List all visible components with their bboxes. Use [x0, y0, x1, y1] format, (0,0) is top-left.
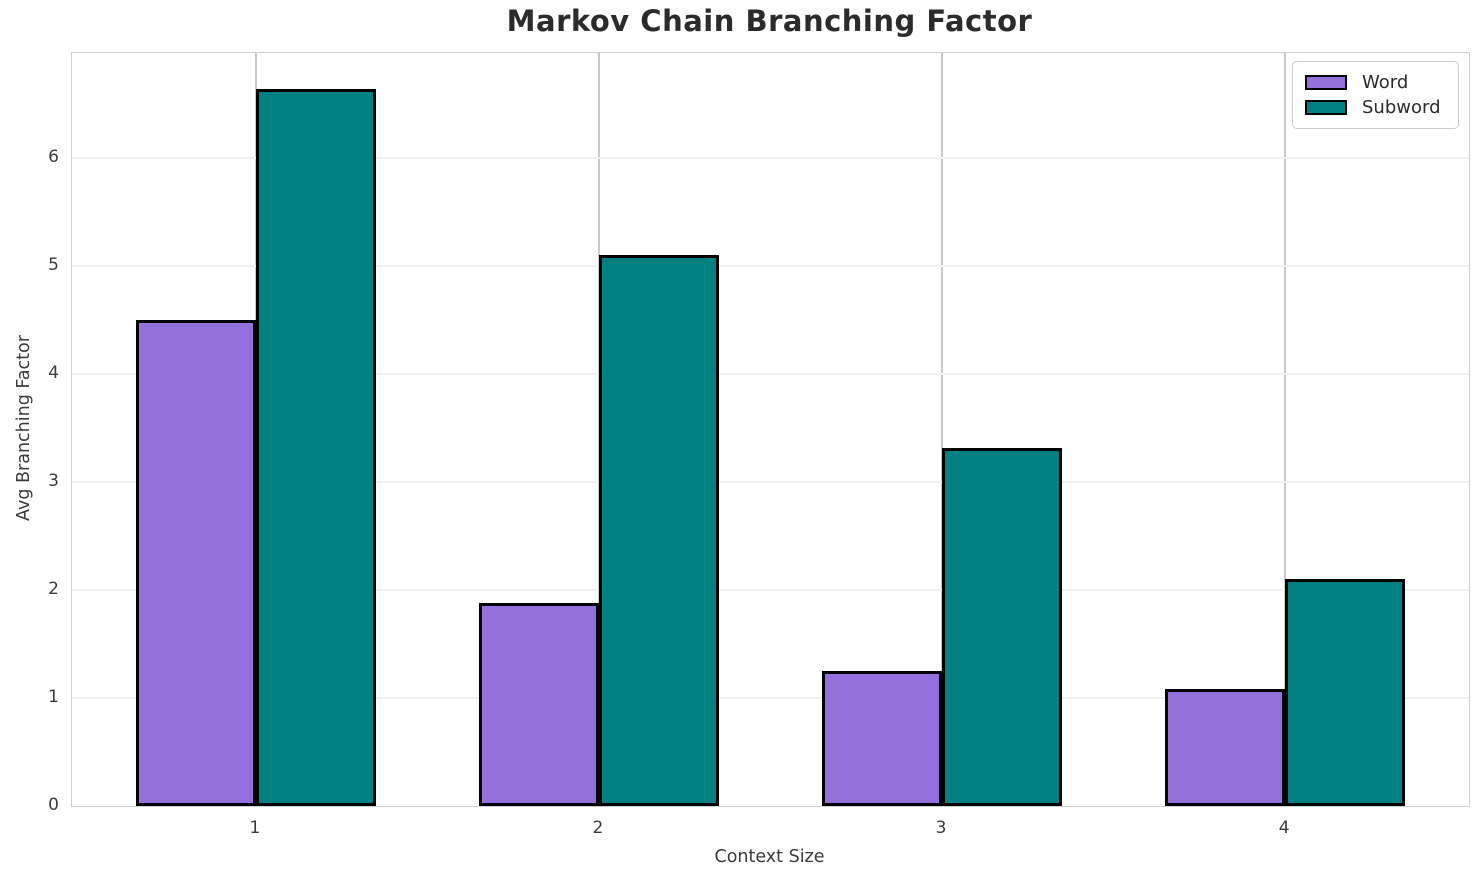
horizontal-gridline	[72, 480, 1469, 483]
x-tick-label: 4	[1278, 818, 1290, 838]
y-tick-label: 5	[48, 254, 59, 275]
legend-swatch-icon	[1305, 100, 1347, 115]
y-tick-label: 2	[48, 578, 59, 599]
x-tick-label: 2	[592, 818, 604, 838]
bar-subword-x1	[255, 88, 376, 806]
legend-item-subword: Subword	[1305, 96, 1446, 119]
y-tick-label: 4	[48, 362, 59, 383]
y-tick-label: 6	[48, 146, 59, 167]
y-tick-label: 3	[48, 470, 59, 491]
bar-subword-x3	[942, 448, 1063, 806]
horizontal-gridline	[72, 264, 1469, 267]
horizontal-gridline	[72, 372, 1469, 375]
bar-subword-x2	[598, 255, 720, 806]
horizontal-gridline	[72, 588, 1469, 591]
bar-word-x2	[478, 602, 599, 806]
horizontal-gridline	[72, 156, 1469, 159]
vertical-gridline	[1284, 53, 1287, 806]
bar-word-x3	[821, 670, 943, 806]
chart-title: Markov Chain Branching Factor	[506, 4, 1033, 38]
legend: Word Subword	[1292, 61, 1459, 129]
bar-word-x1	[135, 319, 256, 806]
vertical-gridline	[941, 53, 944, 806]
legend-label: Subword	[1362, 97, 1441, 118]
plot-area	[71, 52, 1470, 807]
x-tick-label: 3	[935, 818, 947, 838]
bar-word-x4	[1165, 689, 1286, 806]
x-axis-label: Context Size	[714, 847, 825, 867]
horizontal-gridline	[72, 696, 1469, 699]
bar-subword-x4	[1285, 579, 1406, 806]
legend-label: Word	[1362, 72, 1409, 93]
y-tick-label: 1	[48, 686, 59, 707]
legend-swatch-icon	[1305, 75, 1347, 90]
x-tick-label: 1	[249, 818, 261, 838]
legend-item-word: Word	[1305, 71, 1446, 94]
y-tick-label: 0	[48, 795, 59, 815]
